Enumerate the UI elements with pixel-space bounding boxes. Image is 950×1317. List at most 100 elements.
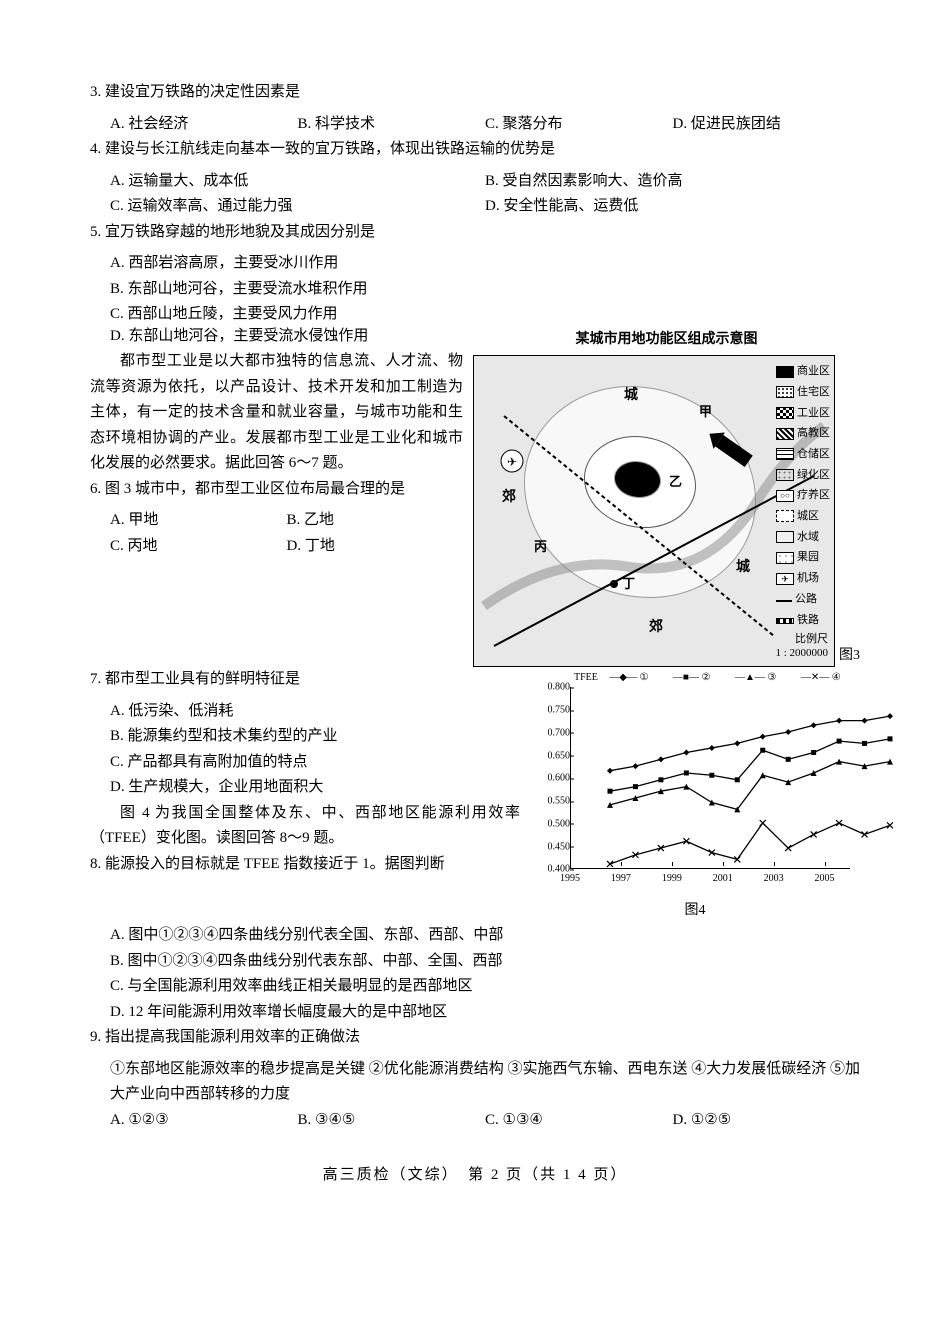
legend-swatch	[776, 407, 794, 419]
q8-optB: B. 图中①②③④四条曲线分别代表东部、中部、全国、西部	[110, 949, 860, 975]
chart-legend: —◆— ①—■— ②—▲— ③—✕— ④	[600, 669, 850, 686]
q8-text: 能源投入的目标就是 TFEE 指数接近于 1。据图判断	[105, 856, 445, 872]
q8-optA: A. 图中①②③④四条曲线分别代表全国、东部、西部、中部	[110, 923, 860, 949]
q7-optD: D. 生产规模大，企业用地面积大	[110, 775, 520, 801]
q6-options: A. 甲地 B. 乙地 C. 丙地 D. 丁地	[90, 508, 463, 559]
chart-ytick: 0.750	[530, 702, 570, 719]
q3-optA: A. 社会经济	[110, 112, 298, 138]
q9-text: 指出提高我国能源利用效率的正确做法	[105, 1029, 360, 1045]
q4-text: 建设与长江航线走向基本一致的宜万铁路，体现出铁路运输的优势是	[105, 141, 555, 157]
legend-label: 工业区	[797, 404, 830, 423]
q5-optD: D. 东部山地河谷，主要受流水侵蚀作用	[110, 324, 463, 350]
legend-swatch	[776, 469, 794, 481]
q8-options: A. 图中①②③④四条曲线分别代表全国、东部、西部、中部 B. 图中①②③④四条…	[90, 923, 860, 1025]
legend-label: 高教区	[797, 424, 830, 443]
chart-xtick: 1995	[560, 870, 580, 887]
map-mark-yi: 乙	[669, 474, 682, 489]
q6-num: 6.	[90, 481, 101, 497]
legend-label: 果园	[797, 548, 819, 567]
legend-row: 绿化区	[776, 466, 830, 485]
q6-optD: D. 丁地	[287, 534, 464, 560]
q5-optD-row: D. 东部山地河谷，主要受流水侵蚀作用	[90, 324, 463, 350]
q7-optC: C. 产品都具有高附加值的特点	[110, 750, 520, 776]
map-title: 某城市用地功能区组成示意图	[473, 328, 860, 352]
chart-xtick: 2003	[764, 870, 784, 887]
legend-swatch	[776, 386, 794, 398]
q7-num: 7.	[90, 671, 101, 687]
chart-ytick: 0.600	[530, 770, 570, 787]
legend-label: 住宅区	[797, 383, 830, 402]
passage-67: 都市型工业是以大都市独特的信息流、人才流、物流等资源为依托，以产品设计、技术开发…	[90, 349, 463, 477]
legend-label: 铁路	[797, 611, 819, 630]
figure-3: 某城市用地功能区组成示意图	[473, 328, 860, 668]
q7-optA: A. 低污染、低消耗	[110, 699, 520, 725]
legend-row: 铁路	[776, 611, 830, 630]
q9-optA: A. ①②③	[110, 1108, 298, 1134]
legend-swatch	[776, 552, 794, 564]
chart-legend-item: —■— ②	[673, 669, 711, 686]
chart-legend-item: —✕— ④	[801, 669, 841, 686]
legend-row: 商业区	[776, 362, 830, 381]
legend-swatch	[776, 600, 792, 602]
legend-label: 绿化区	[797, 466, 830, 485]
chart-ytick: 0.500	[530, 815, 570, 832]
question-8: 8. 能源投入的目标就是 TFEE 指数接近于 1。据图判断	[90, 852, 520, 878]
q7-text: 都市型工业具有的鲜明特征是	[105, 671, 300, 687]
chart-ytick: 0.700	[530, 724, 570, 741]
question-3: 3. 建设宜万铁路的决定性因素是	[90, 80, 860, 106]
legend-swatch	[776, 618, 794, 624]
legend-row: 果园	[776, 548, 830, 567]
q3-optB: B. 科学技术	[298, 112, 486, 138]
map-label-jiao2: 郊	[649, 616, 663, 640]
legend-row: 仓储区	[776, 445, 830, 464]
legend-swatch: ○○	[776, 490, 794, 502]
q9-optB: B. ③④⑤	[298, 1108, 486, 1134]
q9-stems: ①东部地区能源效率的稳步提高是关键 ②优化能源消费结构 ③实施西气东输、西电东送…	[90, 1057, 860, 1108]
legend-row: 水域	[776, 528, 830, 547]
legend-row: 工业区	[776, 404, 830, 423]
q5-optB: B. 东部山地河谷，主要受流水堆积作用	[110, 277, 860, 303]
map-label-cheng2: 城	[736, 556, 750, 580]
legend-row: 城区	[776, 507, 830, 526]
map-mark-ding: 丁	[622, 576, 635, 591]
q4-optB: B. 受自然因素影响大、造价高	[485, 169, 860, 195]
question-7: 7. 都市型工业具有的鲜明特征是	[90, 667, 520, 693]
passage-89: 图 4 为我国全国整体及东、中、西部地区能源利用效率（TFEE）变化图。读图回答…	[90, 801, 520, 852]
legend-label: 疗养区	[797, 486, 830, 505]
chart-xtick: 1999	[662, 870, 682, 887]
chart-ytick: 0.800	[530, 679, 570, 696]
q6-optB: B. 乙地	[287, 508, 464, 534]
question-5: 5. 宜万铁路穿越的地形地貌及其成因分别是	[90, 220, 860, 246]
chart-ylabel: TFEE	[574, 669, 598, 686]
q4-optC: C. 运输效率高、通过能力强	[110, 194, 485, 220]
chart-xtick: 2001	[713, 870, 733, 887]
q5-num: 5.	[90, 224, 101, 240]
map-box: ✈ 甲 乙 丙 丁 城 郊 城 郊 商业区住宅区工业区高教区仓储区绿化区○○疗养…	[473, 355, 835, 667]
q8-optD: D. 12 年间能源利用效率增长幅度最大的是中部地区	[110, 1000, 860, 1026]
legend-swatch: ✈	[776, 573, 794, 585]
legend-label: 商业区	[797, 362, 830, 381]
map-label-cheng1: 城	[624, 384, 638, 408]
chart-ytick: 0.450	[530, 838, 570, 855]
legend-label: 机场	[797, 569, 819, 588]
map-label-jiao1: 郊	[502, 486, 516, 510]
q5-optA: A. 西部岩溶高原，主要受冰川作用	[110, 251, 860, 277]
q9-num: 9.	[90, 1029, 101, 1045]
question-9: 9. 指出提高我国能源利用效率的正确做法	[90, 1025, 860, 1051]
q6-optA: A. 甲地	[110, 508, 287, 534]
q3-options: A. 社会经济 B. 科学技术 C. 聚落分布 D. 促进民族团结	[90, 112, 860, 138]
chart-ytick: 0.550	[530, 793, 570, 810]
chart-box: TFEE —◆— ①—■— ②—▲— ③—✕— ④ 0.4000.4500.50…	[530, 667, 860, 897]
legend-row: ✈机场	[776, 569, 830, 588]
q3-optC: C. 聚落分布	[485, 112, 673, 138]
q4-options: A. 运输量大、成本低 B. 受自然因素影响大、造价高 C. 运输效率高、通过能…	[90, 169, 860, 220]
q6-optC: C. 丙地	[110, 534, 287, 560]
q3-num: 3.	[90, 84, 101, 100]
legend-swatch	[776, 448, 794, 460]
q3-text: 建设宜万铁路的决定性因素是	[105, 84, 300, 100]
legend-label: 水域	[797, 528, 819, 547]
page-footer: 高三质检（文综） 第 2 页（共 1 4 页）	[90, 1163, 860, 1189]
map-mark-jia: 甲	[699, 404, 712, 419]
question-6: 6. 图 3 城市中，都市型工业区位布局最合理的是	[90, 477, 463, 503]
chart-xtick: 2005	[815, 870, 835, 887]
